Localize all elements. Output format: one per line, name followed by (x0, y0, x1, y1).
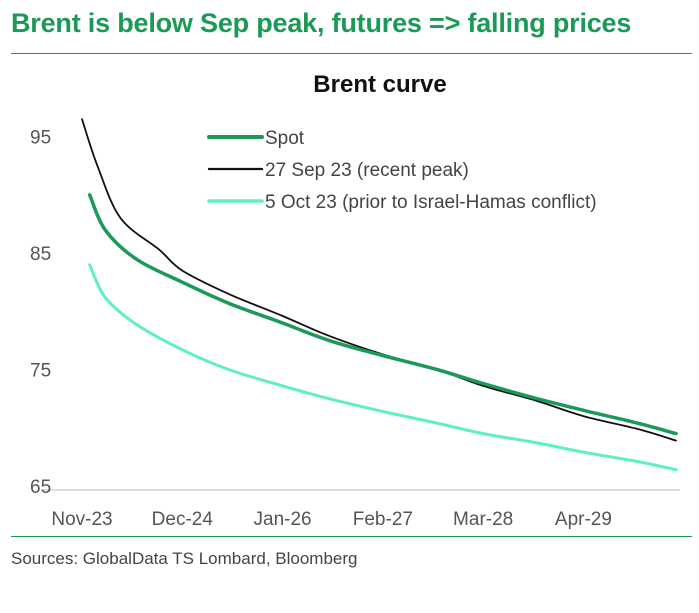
y-tick-labels: 65 75 85 95 (30, 128, 51, 498)
y-tick-label: 75 (30, 361, 51, 382)
series-line-2 (88, 263, 678, 472)
headline: Brent is below Sep peak, futures => fall… (11, 8, 632, 38)
x-tick-label: Feb-27 (353, 509, 413, 530)
x-tick-label: Apr-29 (555, 509, 612, 530)
header-rule (11, 53, 692, 54)
legend: Spot 27 Sep 23 (recent peak) 5 Oct 23 (pri… (207, 128, 597, 213)
footer-rule (11, 536, 692, 537)
y-tick-label: 65 (30, 477, 51, 498)
x-tick-label: Nov-23 (51, 509, 112, 530)
legend-label: Spot (265, 128, 305, 149)
x-tick-labels: Nov-23 Dec-24 Jan-26 Feb-27 Mar-28 Apr-29 (51, 509, 612, 530)
source-note: Sources: GlobalData TS Lombard, Bloomber… (11, 549, 358, 568)
brent-curve-chart: Brent curve 65 75 85 95 Nov-23 Dec-24 Jan-26 F… (30, 71, 680, 530)
chart-title: Brent curve (313, 71, 446, 98)
y-tick-label: 85 (30, 244, 51, 265)
legend-label: 5 Oct 23 (prior to Israel-Hamas conflict… (265, 192, 597, 213)
series-lines (81, 118, 678, 472)
series-line-1 (81, 118, 677, 442)
x-tick-label: Dec-24 (152, 509, 214, 530)
x-tick-label: Mar-28 (453, 509, 513, 530)
x-tick-label: Jan-26 (254, 509, 312, 530)
y-tick-label: 95 (30, 128, 51, 149)
series-line-0 (87, 193, 678, 436)
legend-label: 27 Sep 23 (recent peak) (265, 160, 469, 181)
